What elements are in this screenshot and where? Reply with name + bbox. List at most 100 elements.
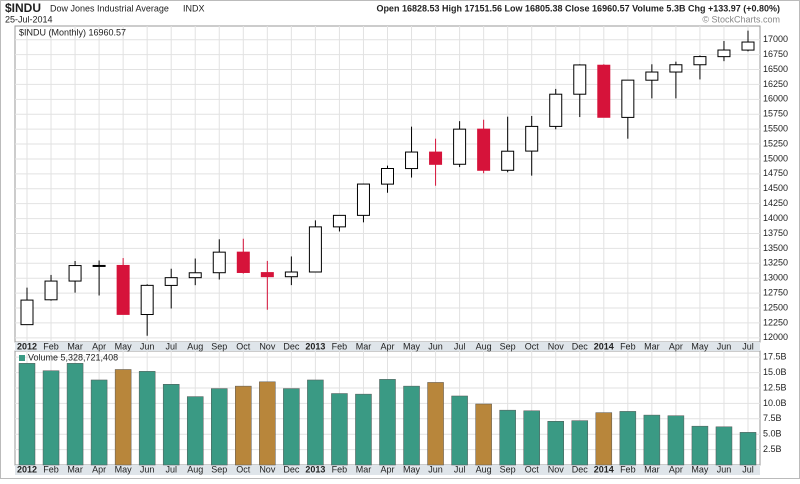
x-tick-label: 2012 — [17, 464, 37, 474]
y-tick-label: 12500 — [763, 302, 788, 312]
volume-bar — [547, 420, 564, 466]
x-tick-label: May — [115, 341, 133, 351]
x-tick-label: Apr — [669, 464, 683, 474]
x-tick-label: Jun — [428, 464, 443, 474]
volume-bar — [259, 381, 276, 466]
candle-body — [645, 71, 659, 81]
volume-bar — [90, 379, 108, 466]
volume-bar — [715, 426, 733, 466]
candle-body — [693, 56, 707, 66]
volume-bar — [283, 388, 300, 466]
quote: Open 16828.53 High 17151.56 Low 16805.38… — [376, 3, 780, 13]
volume-bar — [18, 363, 36, 466]
x-tick-label: Mar — [644, 341, 660, 351]
candle-body — [140, 284, 154, 316]
y-tick-label: 17.5B — [763, 352, 787, 362]
candle-body — [381, 167, 394, 185]
volume-bar — [138, 371, 156, 466]
y-tick-label: 16750 — [763, 49, 788, 59]
volume-bar — [739, 432, 757, 466]
x-tick-label: Feb — [332, 464, 348, 474]
candle-body — [741, 41, 755, 51]
x-tick-label: Feb — [43, 464, 59, 474]
price-legend: $INDU (Monthly) 16960.57 — [19, 27, 126, 37]
candle-body — [116, 264, 130, 315]
y-tick-label: 13750 — [763, 228, 788, 238]
x-tick-label: May — [403, 341, 421, 351]
x-tick-label: 2014 — [594, 464, 614, 474]
x-tick-label: Nov — [259, 341, 276, 351]
y-tick-label: 7.5B — [763, 413, 782, 423]
volume-bar — [379, 379, 396, 466]
volume-bar — [235, 385, 252, 466]
x-tick-label: Apr — [669, 341, 683, 351]
symbol: $INDU — [5, 1, 41, 15]
y-tick-label: 15500 — [763, 124, 788, 134]
x-tick-label: Aug — [187, 464, 203, 474]
x-tick-label: Mar — [356, 341, 372, 351]
volume-bar — [667, 415, 685, 466]
candle-body — [501, 150, 515, 171]
volume-bar — [331, 393, 348, 466]
y-tick-label: 16500 — [763, 64, 788, 74]
y-tick-label: 14250 — [763, 198, 788, 208]
x-tick-label: Jul — [742, 341, 754, 351]
x-tick-label: Jul — [165, 341, 177, 351]
exchange: INDX — [183, 3, 205, 13]
volume-bar — [403, 385, 420, 466]
x-tick-label: Dec — [283, 341, 300, 351]
volume-bar — [691, 425, 709, 466]
candle-body — [525, 125, 539, 152]
x-tick-label: Nov — [548, 341, 565, 351]
x-tick-label: Aug — [476, 341, 492, 351]
volume-bar — [499, 409, 516, 466]
y-tick-label: 14500 — [763, 183, 788, 193]
volume-bar — [186, 396, 204, 466]
candle-body — [669, 64, 683, 73]
x-tick-label: Oct — [525, 464, 540, 474]
y-tick-label: 2.5B — [763, 444, 782, 454]
candle-body — [429, 151, 443, 165]
y-tick-label: 13500 — [763, 243, 788, 253]
x-tick-label: Mar — [356, 464, 372, 474]
volume-bar — [355, 393, 372, 466]
x-tick-label: Jul — [165, 464, 177, 474]
volume-bar — [451, 395, 468, 466]
x-tick-label: May — [691, 341, 709, 351]
candle-body — [717, 49, 731, 58]
candle-body — [20, 299, 34, 326]
candle-body — [188, 272, 202, 279]
y-tick-label: 13250 — [763, 258, 788, 268]
x-tick-label: Dec — [572, 341, 589, 351]
candle-body — [68, 265, 82, 282]
copyright: © StockCharts.com — [702, 14, 780, 24]
y-tick-label: 16250 — [763, 79, 788, 89]
volume-bar — [427, 382, 444, 466]
candle-body — [356, 183, 370, 216]
x-tick-label: Oct — [236, 464, 251, 474]
x-tick-label: 2013 — [305, 341, 325, 351]
y-tick-label: 15.0B — [763, 367, 787, 377]
x-tick-label: Sep — [500, 341, 516, 351]
y-tick-label: 15250 — [763, 138, 788, 148]
candle-body — [621, 79, 635, 118]
x-tick-label: Jun — [428, 341, 443, 351]
candle-body — [44, 280, 58, 301]
volume-bar — [475, 403, 492, 466]
x-tick-label: Aug — [476, 464, 492, 474]
candle-body — [260, 272, 274, 278]
candle-body — [477, 128, 491, 171]
x-tick-label: Jun — [140, 341, 155, 351]
x-tick-label: Feb — [43, 341, 59, 351]
volume-bar — [211, 388, 228, 466]
candle-body — [405, 151, 419, 170]
x-tick-label: Sep — [500, 464, 516, 474]
volume-bar — [643, 414, 661, 466]
volume-legend: Volume 5,328,721,408 — [28, 352, 118, 362]
candle-body — [573, 64, 587, 95]
x-tick-label: Apr — [92, 341, 106, 351]
x-tick-label: Apr — [380, 341, 394, 351]
x-tick-label: Mar — [644, 464, 660, 474]
candle-body — [236, 251, 250, 273]
y-tick-label: 5.0B — [763, 429, 782, 439]
